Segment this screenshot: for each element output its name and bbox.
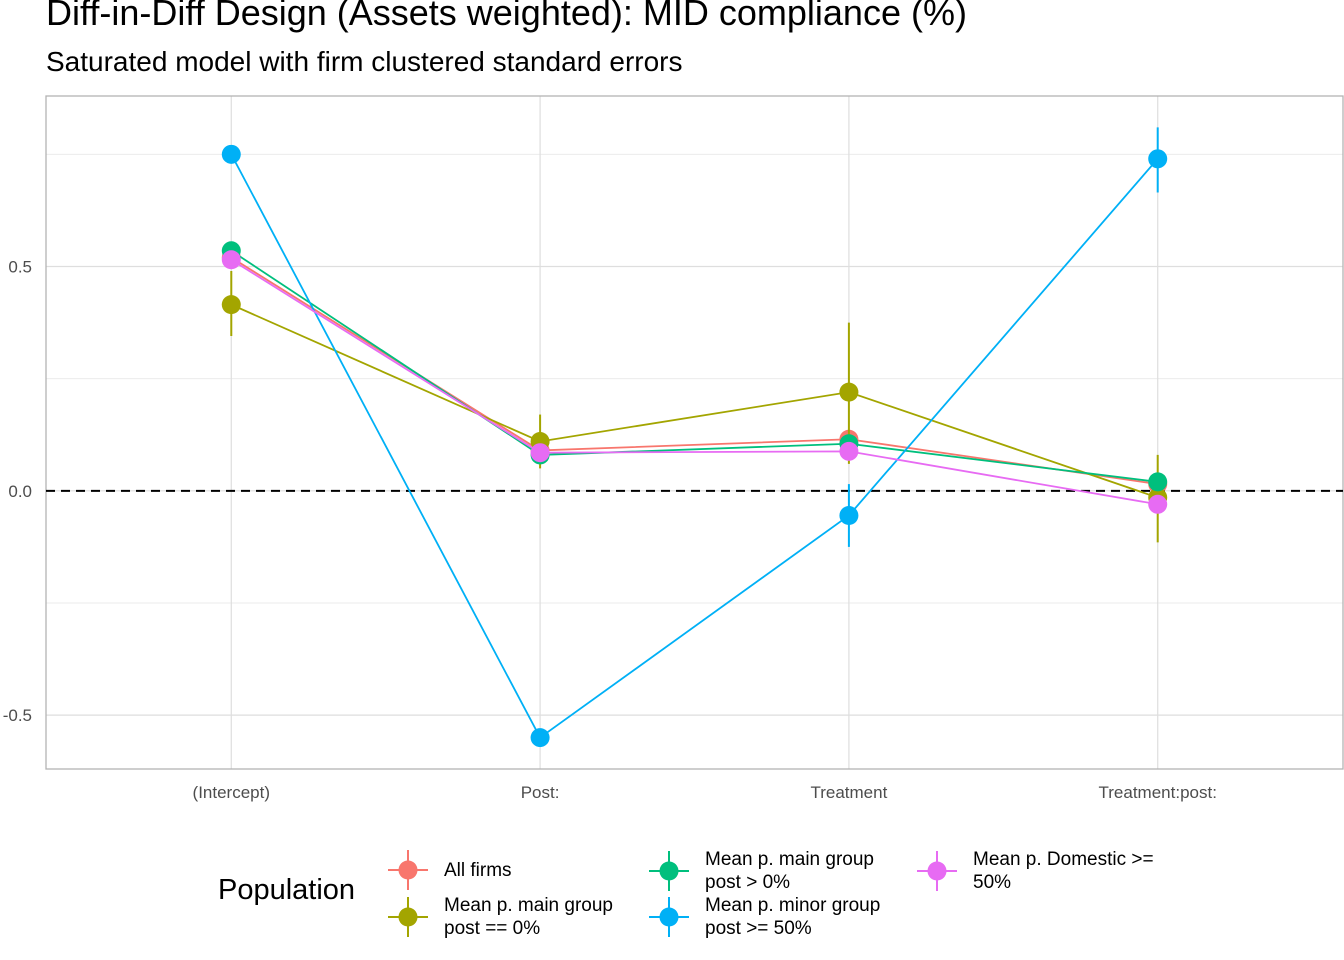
data-point: [221, 295, 241, 315]
data-point: [1148, 149, 1168, 169]
legend-key-dot: [927, 861, 947, 881]
legend-item-all-firms: All firms: [386, 848, 512, 892]
x-tick-label: Treatment:post:: [1099, 783, 1217, 802]
data-point: [221, 144, 241, 164]
legend-item-main-group-eq-0: Mean p. main group post == 0%: [386, 894, 613, 940]
series-line-1: [230, 303, 1159, 499]
legend-item-main-group-gt-0: Mean p. main group post > 0%: [647, 848, 874, 894]
legend-key-dot: [398, 907, 418, 927]
legend-key-domestic: [917, 851, 957, 891]
data-point: [530, 728, 550, 748]
data-point: [1148, 494, 1168, 514]
data-point: [839, 382, 859, 402]
legend-label-all-firms: All firms: [444, 859, 512, 881]
y-tick-label: 0.0: [8, 482, 32, 501]
series-line-3: [230, 153, 1159, 739]
plot-area: -0.5 0.0 0.5 (Intercept) Post: Treatment Treat…: [3, 95, 1344, 802]
data-point: [530, 443, 550, 463]
data-point: [1148, 472, 1168, 492]
panel-border: [45, 95, 1344, 770]
legend-title: Population: [218, 874, 356, 906]
legend-label-domestic: Mean p. Domestic >= 50%: [973, 849, 1154, 893]
legend-key-main-group-gt-0: [649, 851, 689, 891]
series-line-0: [230, 256, 1158, 485]
legend-label-minor-group: Mean p. minor group post >= 50%: [705, 895, 881, 939]
legend-key-main-group-eq-0: [388, 897, 428, 937]
legend-key-all-firms: [388, 850, 428, 890]
legend-key-dot: [398, 860, 418, 880]
chart-title: Diff-in-Diff Design (Assets weighted): M…: [46, 0, 967, 33]
legend-key-dot: [659, 907, 679, 927]
y-tick-label: -0.5: [3, 706, 32, 725]
legend-key-minor-group: [649, 897, 689, 937]
series-line-2: [230, 250, 1158, 483]
legend-item-minor-group: Mean p. minor group post >= 50%: [647, 894, 880, 940]
x-tick-label: (Intercept): [193, 783, 270, 802]
legend-key-dot: [659, 861, 679, 881]
legend-label-main-group-eq-0: Mean p. main group post == 0%: [444, 895, 613, 939]
x-tick-label: Treatment: [810, 783, 887, 802]
data-point: [839, 506, 859, 526]
legend-item-domestic: Mean p. Domestic >= 50%: [915, 848, 1154, 894]
series-line-4: [230, 259, 1158, 506]
y-tick-label: 0.5: [8, 257, 32, 276]
legend: Population All firms Mean p. main group …: [0, 840, 1344, 960]
chart-subtitle: Saturated model with firm clustered stan…: [46, 46, 683, 77]
legend-label-main-group-gt-0: Mean p. main group post > 0%: [705, 849, 874, 893]
data-point: [839, 441, 859, 461]
data-point: [221, 250, 241, 270]
x-tick-label: Post:: [521, 783, 560, 802]
